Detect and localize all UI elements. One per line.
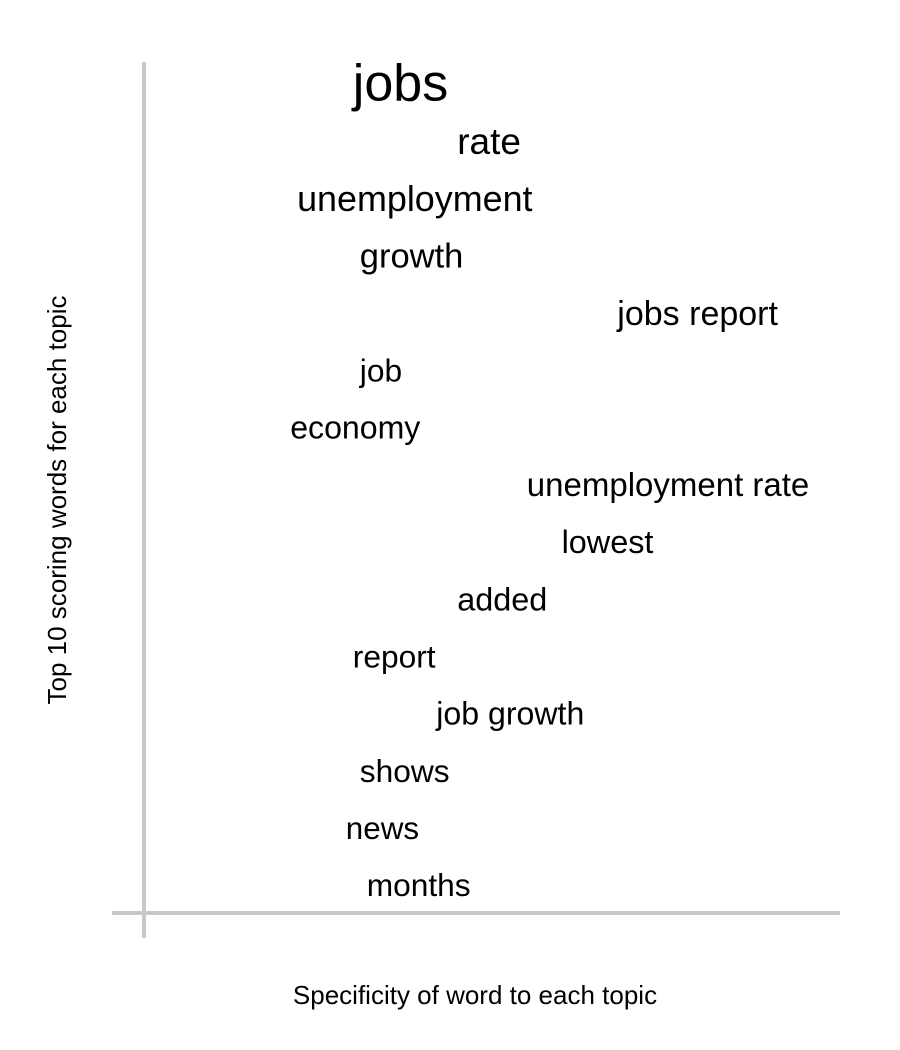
word-label: jobs report bbox=[616, 295, 778, 333]
word-label: jobs bbox=[351, 55, 448, 113]
word-label: report bbox=[353, 638, 436, 674]
word-label: unemployment rate bbox=[527, 466, 809, 503]
word-label: shows bbox=[360, 753, 450, 789]
y-axis-label: Top 10 scoring words for each topic bbox=[42, 296, 72, 705]
word-label: lowest bbox=[562, 524, 654, 560]
word-label: unemployment bbox=[297, 179, 532, 219]
word-label: rate bbox=[457, 121, 521, 162]
word-label: job bbox=[359, 352, 402, 388]
word-label: months bbox=[367, 867, 471, 903]
word-label: job growth bbox=[435, 696, 584, 732]
word-label: added bbox=[457, 581, 547, 617]
word-label: news bbox=[346, 811, 419, 846]
word-label: growth bbox=[360, 238, 464, 276]
x-axis-label: Specificity of word to each topic bbox=[293, 980, 657, 1010]
word-label: economy bbox=[290, 410, 420, 446]
